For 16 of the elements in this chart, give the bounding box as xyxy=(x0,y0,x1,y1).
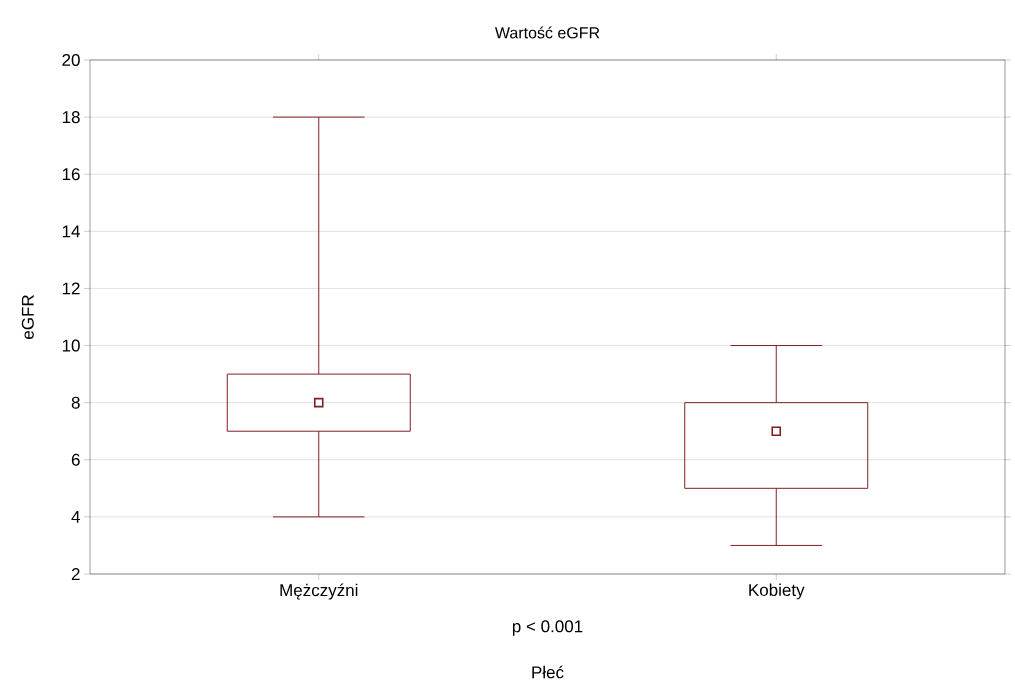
y-tick-label: 12 xyxy=(62,282,80,295)
y-tick-label: 4 xyxy=(71,511,80,523)
x-tick-label: Mężczyźni xyxy=(280,583,358,600)
y-tick-label: 6 xyxy=(71,453,80,466)
y-tick-label: 8 xyxy=(71,396,80,409)
y-tick-label: 14 xyxy=(62,225,80,238)
x-tick-label: Kobiety xyxy=(749,583,805,600)
y-axis-title: eGFR xyxy=(21,295,34,339)
y-tick-label: 20 xyxy=(62,53,80,67)
y-tick-label: 10 xyxy=(62,339,80,352)
x-axis-title: Płeć xyxy=(532,665,564,679)
chart-title: Wartość eGFR xyxy=(494,26,600,39)
y-tick-label: 2 xyxy=(71,568,80,580)
text: p < 0.001 xyxy=(512,620,583,636)
y-tick-label: 18 xyxy=(62,111,80,124)
y-tick-label: 16 xyxy=(62,168,80,181)
